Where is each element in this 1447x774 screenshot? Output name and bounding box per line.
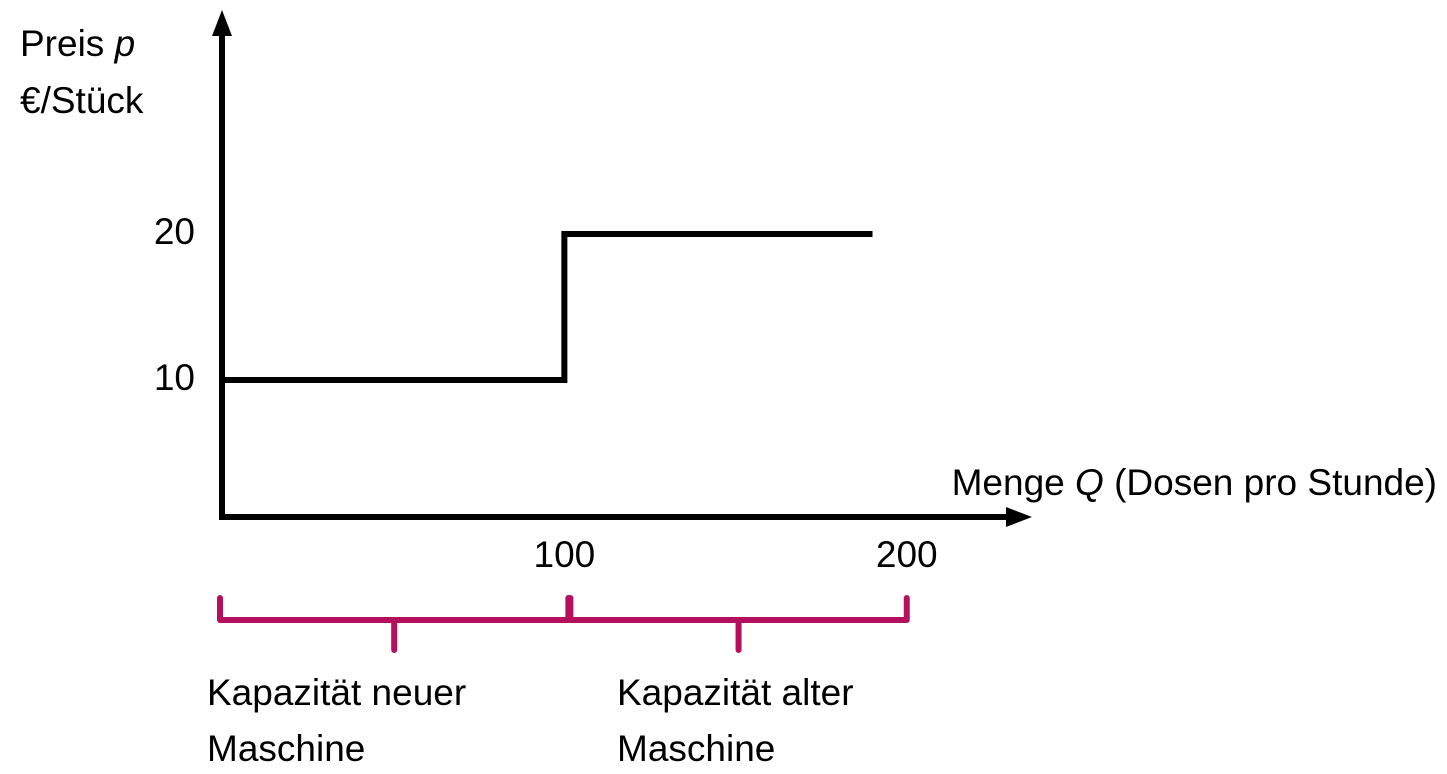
bracket — [217, 595, 572, 653]
y-axis-arrow — [212, 10, 232, 36]
annotation-text: Maschine — [617, 728, 775, 769]
x-tick-label: 200 — [876, 534, 938, 575]
y-axis-unit: €/Stück — [20, 80, 144, 121]
x-axis-label: Menge Q (Dosen pro Stunde) — [952, 462, 1437, 503]
bracket — [567, 595, 910, 653]
y-tick-label: 10 — [154, 357, 195, 398]
y-axis-label: Preis p — [20, 23, 135, 64]
annotation-text: Kapazität neuer — [207, 672, 466, 713]
line — [222, 231, 873, 383]
y-tick-label: 20 — [154, 211, 195, 252]
x-tick-label: 100 — [534, 534, 596, 575]
x-axis-arrow — [1006, 507, 1032, 527]
annotation-text: Kapazität alter — [617, 672, 854, 713]
annotation-text: Maschine — [207, 728, 365, 769]
